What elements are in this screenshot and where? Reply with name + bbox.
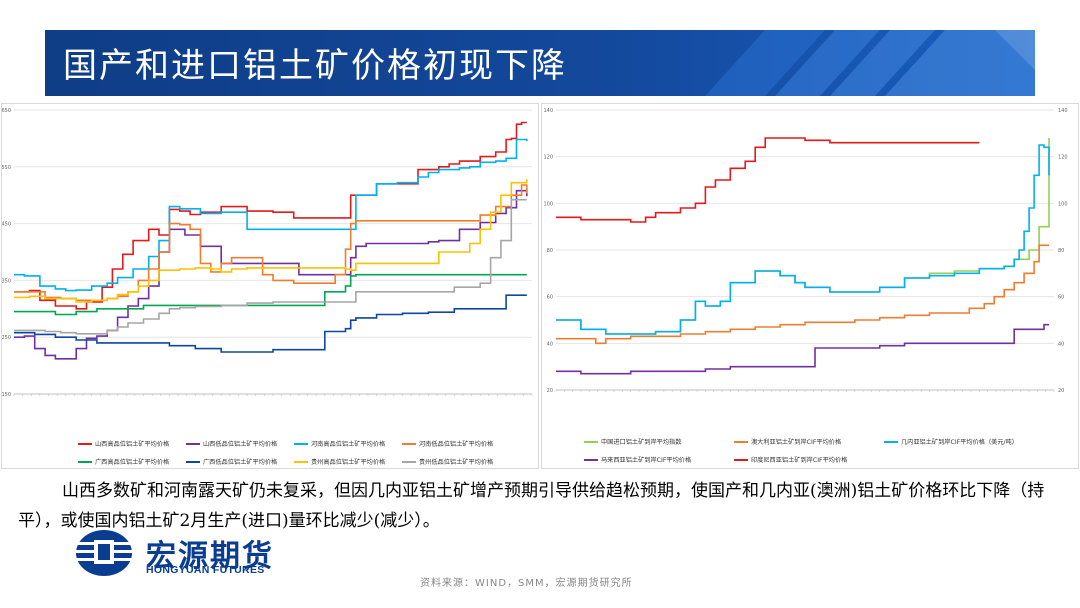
legend-label-4: 广西高品位铝土矿平均价格 xyxy=(95,458,170,466)
y2-tick-label: 120 xyxy=(1058,155,1068,161)
legend-label-4: 印度尼西亚铝土矿到岸CIF平均价格 xyxy=(751,456,848,464)
legend-label-6: 贵州高品位铝土矿平均价格 xyxy=(311,458,386,466)
logo-chinese-name: 宏源期货 xyxy=(146,539,274,574)
series-line-0 xyxy=(556,138,1050,335)
y-tick-label: 60 xyxy=(547,295,553,301)
y-tick-label: 40 xyxy=(547,341,553,347)
legend-label-2: 河南高品位铝土矿平均价格 xyxy=(311,440,386,448)
legend-label-0: 中国进口铝土矿到岸平均指数 xyxy=(601,438,682,446)
legend-label-1: 澳大利亚铝土矿到岸CIF平均价格 xyxy=(751,438,842,446)
logo-emblem-icon xyxy=(76,530,132,576)
series-line-4 xyxy=(14,273,527,316)
series-line-4 xyxy=(556,137,980,223)
logo-english-name: HONGYUAN FUTURES xyxy=(146,564,265,576)
title-banner: 国产和进口铝土矿价格初现下降 xyxy=(45,30,1035,96)
y-tick-label: 650 xyxy=(2,108,11,114)
domestic-bauxite-price-chart: 150 250 350 450 550 650 山西高品位铝土矿平均价格 山西低品位铝土矿平均… xyxy=(1,103,539,469)
y-tick-label: 350 xyxy=(2,278,11,284)
data-source-note: 资料来源：WIND，SMM，宏源期货研究所 xyxy=(420,578,633,589)
series-line-7 xyxy=(14,198,527,335)
y2-tick-label: 60 xyxy=(1058,295,1064,301)
company-logo: 宏源期货 HONGYUAN FUTURES xyxy=(74,528,314,578)
series-line-3 xyxy=(14,184,528,302)
series-line-2 xyxy=(556,144,1050,335)
y-tick-label: 80 xyxy=(547,248,553,254)
y-tick-label: 150 xyxy=(2,392,11,398)
domestic-bauxite-chart-svg: 150 250 350 450 550 650 山西高品位铝土矿平均价格 山西低品位铝土矿平均… xyxy=(2,108,533,466)
y-tick-label: 550 xyxy=(2,165,11,171)
series-line-2 xyxy=(14,138,528,292)
y2-tick-label: 100 xyxy=(1058,201,1068,207)
banner-stripes xyxy=(705,30,1035,96)
legend-label-3: 河南低品位铝土矿平均价格 xyxy=(419,440,494,448)
page-title: 国产和进口铝土矿价格初现下降 xyxy=(63,46,567,86)
y-tick-label: 450 xyxy=(2,222,11,228)
y-tick-label: 140 xyxy=(543,108,553,114)
imported-bauxite-chart-svg: 20 40 60 80 100 120 140 20 40 60 80 100 120 140 中国进口铝土… xyxy=(543,108,1068,464)
y2-tick-label: 140 xyxy=(1058,108,1068,114)
y-tick-label: 20 xyxy=(547,388,553,394)
series-line-5 xyxy=(14,294,527,353)
y-tick-label: 100 xyxy=(543,201,553,207)
y2-tick-label: 20 xyxy=(1058,388,1064,394)
legend-label-3: 马来西亚铝土矿到岸CIF平均价格 xyxy=(601,456,692,464)
y-tick-label: 250 xyxy=(2,335,11,341)
legend-label-1: 山西低品位铝土矿平均价格 xyxy=(203,440,278,448)
series-line-3 xyxy=(556,323,1049,375)
legend-label-2: 几内亚铝土矿到岸CIF平均价格（美元/吨） xyxy=(901,438,1018,446)
y2-tick-label: 40 xyxy=(1058,341,1064,347)
imported-bauxite-price-chart: 20 40 60 80 100 120 140 20 40 60 80 100 120 140 中国进口铝土… xyxy=(541,103,1079,469)
series-line-1 xyxy=(556,244,1049,345)
summary-text: 山西多数矿和河南露天矿仍未复采，但因几内亚铝土矿增产预期引导供给趋松预期，使国产… xyxy=(18,481,1045,531)
legend-label-0: 山西高品位铝土矿平均价格 xyxy=(95,440,170,448)
legend-label-5: 广西低品位铝土矿平均价格 xyxy=(203,458,278,466)
y-tick-label: 120 xyxy=(543,155,553,161)
y2-tick-label: 80 xyxy=(1058,248,1064,254)
series-line-6 xyxy=(14,179,528,303)
legend-label-7: 贵州低品位铝土矿平均价格 xyxy=(419,458,494,466)
